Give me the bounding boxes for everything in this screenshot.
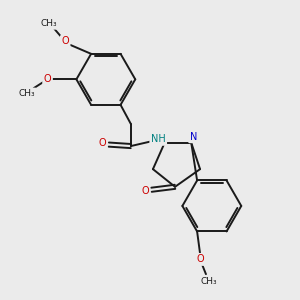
Text: CH₃: CH₃ <box>19 89 35 98</box>
Text: N: N <box>190 132 197 142</box>
Text: O: O <box>98 138 106 148</box>
Text: CH₃: CH₃ <box>41 19 58 28</box>
Text: O: O <box>44 74 51 84</box>
Text: O: O <box>196 254 204 264</box>
Text: CH₃: CH₃ <box>201 277 217 286</box>
Text: O: O <box>141 186 149 196</box>
Text: NH: NH <box>151 134 166 144</box>
Text: O: O <box>61 37 69 46</box>
